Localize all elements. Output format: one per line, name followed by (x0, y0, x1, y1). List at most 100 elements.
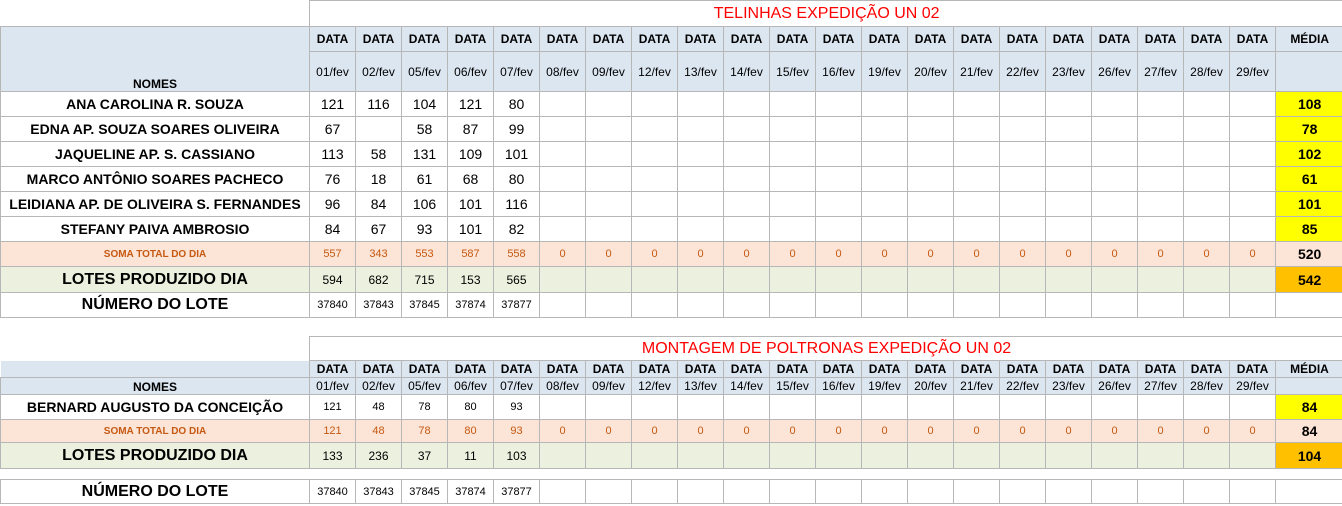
value-cell[interactable] (769, 216, 816, 242)
lotes-cell[interactable]: 682 (355, 266, 402, 293)
value-cell[interactable] (1045, 394, 1092, 420)
value-cell[interactable] (1045, 141, 1092, 167)
numero-cell[interactable] (1137, 479, 1184, 504)
soma-cell[interactable]: 0 (723, 241, 770, 267)
value-cell[interactable] (677, 166, 724, 192)
person-name[interactable]: STEFANY PAIVA AMBROSIO (0, 216, 310, 242)
value-cell[interactable]: 80 (493, 91, 540, 117)
value-cell[interactable] (907, 191, 954, 217)
value-cell[interactable] (631, 216, 678, 242)
value-cell[interactable] (1091, 216, 1138, 242)
lotes-cell[interactable] (1229, 442, 1276, 469)
lotes-cell[interactable] (539, 442, 586, 469)
value-cell[interactable] (723, 394, 770, 420)
numero-cell[interactable] (1229, 292, 1276, 318)
date-cell[interactable]: 20/fev (907, 51, 954, 92)
value-cell[interactable]: 67 (309, 116, 356, 142)
value-cell[interactable] (1137, 166, 1184, 192)
numero-cell[interactable] (1045, 479, 1092, 504)
value-cell[interactable] (907, 116, 954, 142)
value-cell[interactable] (1045, 191, 1092, 217)
value-cell[interactable] (769, 191, 816, 217)
value-cell[interactable] (631, 394, 678, 420)
value-cell[interactable]: 96 (309, 191, 356, 217)
lotes-cell[interactable] (1229, 266, 1276, 293)
value-cell[interactable] (723, 141, 770, 167)
value-cell[interactable]: 113 (309, 141, 356, 167)
person-name[interactable]: LEIDIANA AP. DE OLIVEIRA S. FERNANDES (0, 191, 310, 217)
value-cell[interactable] (999, 216, 1046, 242)
lotes-cell[interactable]: 236 (355, 442, 402, 469)
value-cell[interactable] (585, 191, 632, 217)
value-cell[interactable] (769, 116, 816, 142)
soma-cell[interactable]: 0 (723, 419, 770, 443)
date-cell[interactable]: 23/fev (1045, 51, 1092, 92)
value-cell[interactable] (585, 394, 632, 420)
value-cell[interactable] (1183, 216, 1230, 242)
value-cell[interactable] (1091, 141, 1138, 167)
person-name[interactable]: ANA CAROLINA R. SOUZA (0, 91, 310, 117)
numero-cell[interactable] (723, 479, 770, 504)
lotes-cell[interactable]: 715 (401, 266, 448, 293)
soma-cell[interactable]: 0 (1137, 419, 1184, 443)
numero-cell[interactable] (861, 479, 908, 504)
media-cell[interactable]: 78 (1274, 116, 1342, 142)
value-cell[interactable] (723, 191, 770, 217)
date-cell[interactable]: 07/fev (493, 377, 540, 395)
date-cell[interactable]: 20/fev (907, 377, 954, 395)
value-cell[interactable] (677, 216, 724, 242)
date-cell[interactable]: 06/fev (447, 51, 494, 92)
lotes-cell[interactable] (815, 442, 862, 469)
value-cell[interactable] (539, 394, 586, 420)
numero-cell[interactable] (631, 292, 678, 318)
date-cell[interactable]: 27/fev (1137, 377, 1184, 395)
value-cell[interactable] (815, 141, 862, 167)
date-cell[interactable]: 27/fev (1137, 51, 1184, 92)
numero-cell[interactable] (677, 292, 724, 318)
value-cell[interactable] (769, 166, 816, 192)
soma-cell[interactable]: 0 (631, 241, 678, 267)
soma-cell[interactable]: 0 (953, 419, 1000, 443)
date-cell[interactable]: 02/fev (355, 51, 402, 92)
value-cell[interactable] (1091, 191, 1138, 217)
value-cell[interactable] (631, 91, 678, 117)
date-cell[interactable]: 28/fev (1183, 377, 1230, 395)
numero-cell[interactable] (953, 292, 1000, 318)
lotes-cell[interactable] (815, 266, 862, 293)
value-cell[interactable] (907, 394, 954, 420)
numero-cell[interactable]: 37877 (493, 292, 540, 318)
lotes-cell[interactable]: 133 (309, 442, 356, 469)
media-cell[interactable]: 102 (1274, 141, 1342, 167)
value-cell[interactable] (677, 91, 724, 117)
value-cell[interactable] (861, 141, 908, 167)
soma-cell[interactable]: 0 (907, 241, 954, 267)
numero-cell[interactable] (1091, 292, 1138, 318)
value-cell[interactable] (907, 166, 954, 192)
value-cell[interactable] (999, 394, 1046, 420)
numero-cell[interactable] (585, 479, 632, 504)
value-cell[interactable]: 116 (493, 191, 540, 217)
soma-cell[interactable]: 0 (1229, 419, 1276, 443)
value-cell[interactable] (1229, 191, 1276, 217)
lotes-cell[interactable]: 103 (493, 442, 540, 469)
numero-cell[interactable] (539, 479, 586, 504)
value-cell[interactable] (861, 116, 908, 142)
numero-cell[interactable]: 37840 (309, 292, 356, 318)
value-cell[interactable] (585, 116, 632, 142)
value-cell[interactable] (907, 216, 954, 242)
value-cell[interactable] (631, 141, 678, 167)
value-cell[interactable] (999, 91, 1046, 117)
person-name[interactable]: BERNARD AUGUSTO DA CONCEIÇÃO (0, 394, 310, 420)
numero-cell[interactable] (723, 292, 770, 318)
value-cell[interactable] (539, 141, 586, 167)
value-cell[interactable] (539, 91, 586, 117)
date-cell[interactable]: 16/fev (815, 51, 862, 92)
date-cell[interactable]: 16/fev (815, 377, 862, 395)
value-cell[interactable] (677, 394, 724, 420)
numero-cell[interactable] (1045, 292, 1092, 318)
lotes-cell[interactable] (769, 442, 816, 469)
lotes-cell[interactable] (907, 442, 954, 469)
date-cell[interactable]: 09/fev (585, 377, 632, 395)
value-cell[interactable] (539, 216, 586, 242)
lotes-cell[interactable] (723, 266, 770, 293)
